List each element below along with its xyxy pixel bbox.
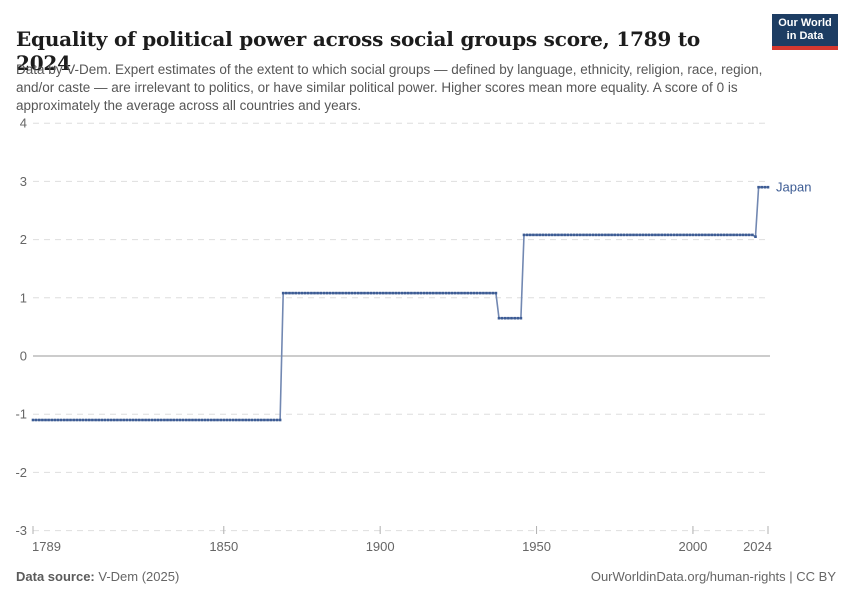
owid-logo[interactable]: Our World in Data [772,14,838,50]
japan-line-path [33,186,768,421]
x-tick-label: 1850 [209,539,238,554]
y-tick-label: -1 [15,407,27,422]
y-tick-label: 2 [20,232,27,247]
owid-logo-line2: in Data [786,30,824,42]
y-axis-labels: 4 3 2 1 0 -1 -2 -3 [15,116,27,538]
y-tick-label: 4 [20,116,27,131]
page-title: Equality of political power across socia… [16,27,701,76]
y-tick-label: -2 [15,465,27,480]
series-japan-line[interactable] [33,186,768,421]
x-tick-label: 2024 [743,539,772,554]
chart-footer: Data source: V-Dem (2025) OurWorldinData… [16,569,836,584]
data-source-value: V-Dem (2025) [94,569,180,584]
x-tick-label: 1900 [366,539,395,554]
x-axis-ticks: 1789 1850 1900 1950 2000 2024 [32,526,772,554]
x-tick-label: 1789 [32,539,61,554]
chart-subtitle: Data by V-Dem. Expert estimates of the e… [16,61,763,113]
owid-logo-line1: Our World [778,17,832,29]
data-source-note: Data source: V-Dem (2025) [16,569,179,584]
y-tick-label: -3 [15,523,27,538]
x-tick-label: 1950 [522,539,551,554]
data-source-label: Data source: [16,569,95,584]
y-tick-label: 1 [20,290,27,305]
line-chart[interactable]: 4 3 2 1 0 -1 -2 -3 1789 1850 1900 1950 2000 2024 Japan [0,110,850,560]
chart-plot-area[interactable]: 4 3 2 1 0 -1 -2 -3 1789 1850 1900 1950 2000 2024 Japan [0,110,850,560]
attribution-license-text: OurWorldinData.org/human-rights | CC BY [590,569,836,584]
x-tick-label: 2000 [678,539,707,554]
y-gridlines [33,122,770,532]
y-tick-label: 0 [20,349,27,364]
series-label-japan[interactable]: Japan [776,180,811,195]
japan-year-markers [31,185,770,422]
y-tick-label: 3 [20,174,27,189]
